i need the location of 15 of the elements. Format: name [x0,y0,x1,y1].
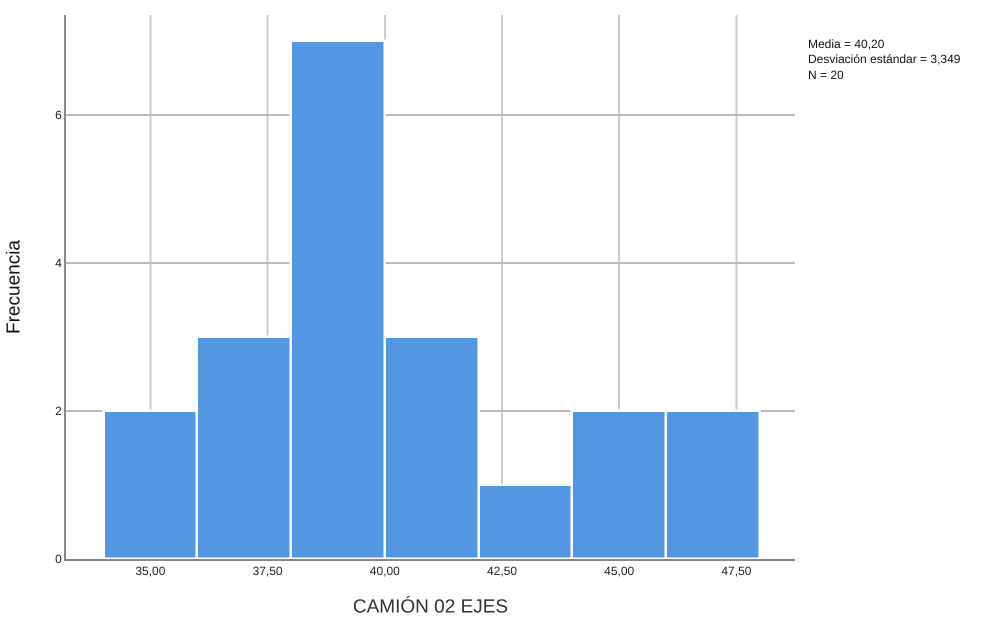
y-axis-title: Frecuencia [4,240,25,334]
x-tick-label: 37,50 [252,564,283,578]
x-tick-label: 47,50 [721,564,752,578]
text: N = 20 [808,68,844,82]
y-tick-label: 4 [55,256,62,270]
x-tick-label: 35,00 [135,564,166,578]
x-tick-label: 40,00 [370,564,400,578]
y-tick-label: 0 [55,552,62,566]
y-tick-label: 2 [55,404,62,418]
x-tick-label: 45,00 [604,564,635,578]
x-axis-title: CAMIÓN 02 EJES [352,595,508,618]
x-tick-label: 42,50 [486,564,518,578]
y-tick-label: 6 [55,108,62,122]
text: Desviación estándar = 3,349 [808,52,961,66]
text: Media = 40,20 [808,37,885,51]
